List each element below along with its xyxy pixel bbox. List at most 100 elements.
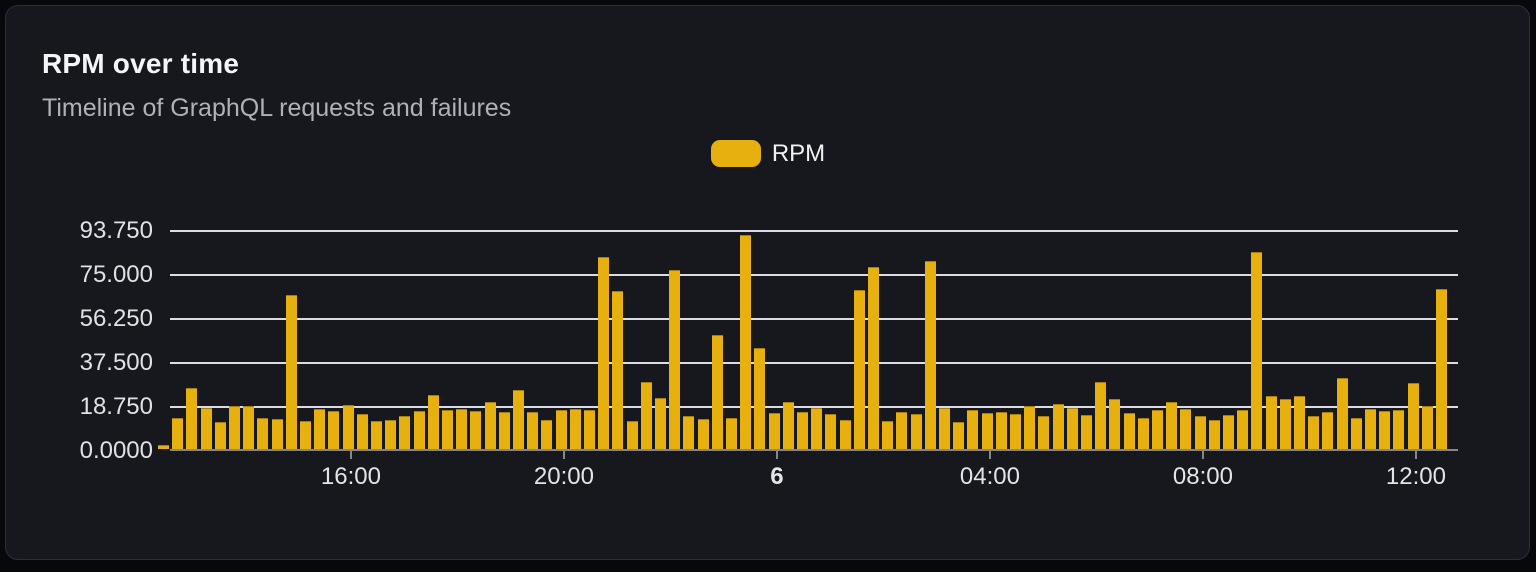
- bar[interactable]: [1052, 404, 1064, 449]
- bar[interactable]: [711, 335, 723, 449]
- bar[interactable]: [342, 405, 354, 449]
- bar[interactable]: [328, 411, 340, 449]
- bar[interactable]: [853, 290, 865, 449]
- bar[interactable]: [740, 235, 752, 449]
- bar[interactable]: [1038, 416, 1050, 449]
- bar[interactable]: [271, 419, 283, 449]
- bar[interactable]: [697, 419, 709, 449]
- bar[interactable]: [825, 414, 837, 449]
- bar[interactable]: [158, 445, 169, 449]
- bar[interactable]: [598, 257, 610, 449]
- bar[interactable]: [427, 395, 439, 449]
- bar[interactable]: [442, 410, 453, 449]
- bar[interactable]: [939, 408, 950, 449]
- bar[interactable]: [924, 261, 936, 449]
- bar[interactable]: [1180, 409, 1192, 449]
- bar[interactable]: [1336, 378, 1348, 449]
- bar[interactable]: [981, 413, 993, 449]
- bar[interactable]: [527, 412, 539, 449]
- bar[interactable]: [300, 421, 311, 449]
- bar[interactable]: [1152, 410, 1163, 449]
- bar[interactable]: [541, 420, 553, 449]
- legend-label-rpm[interactable]: RPM: [771, 140, 826, 167]
- bar[interactable]: [413, 411, 425, 449]
- legend: RPM: [0, 140, 1536, 167]
- bar[interactable]: [1407, 383, 1419, 449]
- bar[interactable]: [285, 295, 297, 449]
- bar[interactable]: [726, 418, 737, 449]
- x-tick-6: [775, 451, 778, 459]
- bar[interactable]: [782, 402, 794, 449]
- bar[interactable]: [1194, 416, 1206, 449]
- bar[interactable]: [1066, 408, 1078, 449]
- bar[interactable]: [1322, 412, 1334, 449]
- bar[interactable]: [569, 409, 581, 449]
- bar[interactable]: [513, 390, 524, 449]
- bar[interactable]: [797, 412, 808, 449]
- y-axis-label: 93.750: [79, 217, 153, 244]
- bar[interactable]: [683, 416, 695, 449]
- bar[interactable]: [456, 409, 468, 449]
- legend-swatch-rpm[interactable]: [710, 140, 761, 167]
- bar[interactable]: [995, 412, 1007, 449]
- bar[interactable]: [839, 420, 851, 449]
- bar[interactable]: [896, 412, 908, 449]
- bar[interactable]: [1109, 399, 1121, 449]
- bar[interactable]: [1251, 252, 1263, 449]
- y-axis-label: 0.0000: [79, 437, 153, 464]
- bar[interactable]: [655, 398, 666, 449]
- bar[interactable]: [953, 422, 965, 449]
- bar[interactable]: [1379, 411, 1391, 449]
- x-axis-label: 12:00: [1385, 463, 1446, 490]
- bar[interactable]: [1024, 406, 1036, 449]
- bar[interactable]: [214, 422, 226, 449]
- bar[interactable]: [910, 414, 922, 449]
- bar[interactable]: [882, 421, 894, 449]
- bar[interactable]: [1421, 406, 1433, 449]
- bar[interactable]: [498, 412, 510, 449]
- bar[interactable]: [868, 267, 879, 449]
- bar[interactable]: [967, 410, 979, 449]
- bar[interactable]: [1265, 396, 1277, 449]
- bar[interactable]: [1208, 420, 1220, 449]
- bar[interactable]: [1308, 416, 1320, 449]
- bar[interactable]: [356, 414, 368, 449]
- bar[interactable]: [1279, 399, 1291, 449]
- bar[interactable]: [669, 270, 681, 449]
- gridline-37.500: [170, 362, 1458, 364]
- bar[interactable]: [1081, 415, 1092, 449]
- bar[interactable]: [484, 402, 496, 449]
- bar[interactable]: [314, 409, 326, 449]
- bar[interactable]: [470, 411, 482, 449]
- bar[interactable]: [1166, 402, 1178, 449]
- bar[interactable]: [257, 418, 269, 449]
- bar[interactable]: [555, 410, 567, 449]
- bar[interactable]: [754, 348, 766, 449]
- bar[interactable]: [640, 382, 652, 449]
- bar[interactable]: [1350, 418, 1362, 449]
- bar[interactable]: [1294, 396, 1305, 449]
- bar[interactable]: [1365, 409, 1376, 449]
- bar[interactable]: [768, 413, 780, 449]
- bar[interactable]: [200, 408, 212, 449]
- bar[interactable]: [371, 421, 382, 449]
- bar[interactable]: [243, 406, 255, 449]
- bar[interactable]: [1123, 413, 1135, 449]
- bar[interactable]: [186, 388, 198, 449]
- bar[interactable]: [1237, 410, 1249, 449]
- bar[interactable]: [1393, 410, 1405, 449]
- bar[interactable]: [1137, 418, 1149, 449]
- bar[interactable]: [612, 291, 624, 449]
- bar[interactable]: [385, 420, 397, 449]
- bar[interactable]: [626, 421, 638, 449]
- bar[interactable]: [399, 416, 411, 449]
- bar[interactable]: [1010, 414, 1021, 449]
- bar[interactable]: [811, 408, 823, 449]
- bar[interactable]: [1095, 382, 1107, 449]
- bar[interactable]: [584, 410, 595, 449]
- bar[interactable]: [1436, 289, 1447, 449]
- bar[interactable]: [172, 418, 184, 449]
- bar[interactable]: [1223, 415, 1234, 449]
- bar[interactable]: [229, 406, 240, 449]
